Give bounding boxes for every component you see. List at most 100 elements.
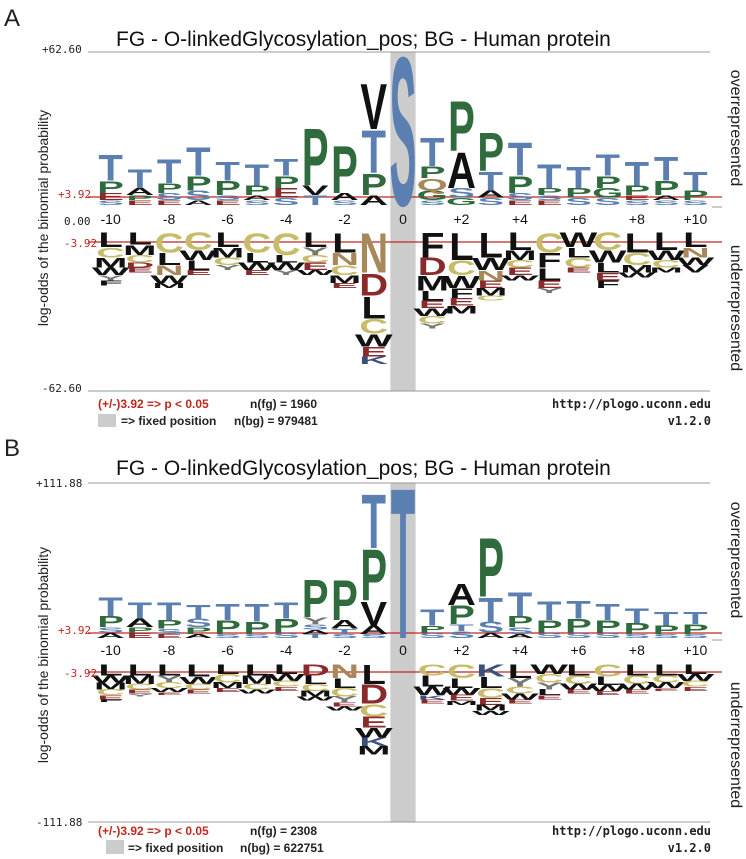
residue-A-over: A	[184, 199, 213, 207]
residue-T-over: T	[420, 604, 445, 630]
residue-C-under: C	[476, 686, 505, 701]
position-label: -2	[338, 642, 351, 658]
residue-M-under: M	[123, 673, 156, 686]
residue-W-under: W	[150, 273, 188, 285]
residue-F-under: F	[420, 226, 444, 265]
residue-C-under: C	[535, 672, 564, 685]
legend-fixed-swatch	[106, 840, 124, 854]
residue-W-under: W	[501, 693, 540, 702]
residue-S-over: S	[477, 619, 504, 636]
residue-L-under: L	[625, 228, 649, 259]
residue-K-under: K	[359, 355, 388, 367]
position-label: -10	[101, 642, 121, 658]
position-label: +4	[512, 211, 528, 227]
residue-C-under: C	[96, 688, 125, 697]
position-label: +10	[684, 642, 708, 658]
chart-title: FG - O-linkedGlycosylation_pos; BG - Hum…	[116, 28, 611, 51]
residue-C-under: C	[418, 661, 447, 679]
residue-W-under: W	[530, 662, 569, 677]
residue-S-over: S	[390, 15, 417, 251]
residue-P-over: P	[507, 171, 534, 198]
residue-C-under: C	[652, 674, 681, 685]
residue-S-over: S	[156, 191, 183, 202]
residue-T-over: T	[566, 597, 591, 625]
position-label: 0	[399, 211, 407, 227]
plogo-url: http://plogo.uconn.edu	[552, 824, 711, 838]
residue-S-over: S	[331, 199, 358, 207]
residue-L-under: L	[274, 253, 298, 265]
residue-D-under: D	[125, 261, 154, 269]
residue-T-over: T	[508, 133, 533, 186]
residue-S-over: S	[419, 199, 446, 207]
residue-E-under: E	[565, 689, 592, 696]
residue-C-under: C	[213, 672, 242, 685]
residue-S-over: S	[624, 199, 651, 207]
residue-A-over: A	[301, 629, 330, 635]
residue-S-over: S	[565, 631, 592, 640]
residue-T-over: T	[157, 152, 182, 190]
residue-P-over: P	[653, 177, 680, 200]
underrepresented-label: underrepresented	[727, 245, 744, 371]
position-labels: -10 -8 -6 -4 -2 0 +2 +4 +6 +8 +10	[101, 211, 708, 227]
residue-W-under: W	[92, 266, 130, 278]
residue-E-over: E	[624, 194, 651, 202]
residue-W-under: W	[676, 256, 714, 268]
residue-C-under: C	[184, 228, 213, 255]
residue-S-over: S	[448, 186, 475, 201]
residue-Y-under: Y	[273, 269, 300, 277]
residue-E-under: E	[536, 694, 563, 701]
residue-E-under: E	[214, 687, 241, 694]
residue-N-under: N	[476, 268, 505, 284]
residue-A-over: A	[330, 618, 359, 631]
residue-D-under: D	[301, 661, 330, 679]
residue-L-under: L	[128, 661, 152, 679]
residue-S-over: S	[360, 633, 387, 639]
residue-P-over: P	[185, 172, 212, 195]
residue-T-over: T	[449, 623, 474, 634]
residue-W-under: W	[413, 685, 451, 698]
residue-A-over: A	[359, 624, 388, 637]
residue-C-under: C	[213, 256, 242, 268]
y-max-label: +111.88	[36, 477, 82, 490]
residue-Y-under: Y	[331, 695, 358, 704]
residue-W-under: W	[443, 272, 482, 292]
residue-E-under: E	[507, 266, 534, 278]
residue-M-under: M	[299, 690, 332, 699]
residue-E-over: E	[536, 199, 563, 207]
residue-E-over: E	[156, 633, 183, 639]
position-label: +6	[570, 642, 586, 658]
residue-L-under: L	[332, 228, 356, 259]
residue-D-under: D	[418, 254, 447, 281]
residue-C-under: C	[652, 258, 681, 270]
position-label: +8	[629, 642, 645, 658]
residue-G-over: G	[417, 188, 448, 203]
residue-E-under: E	[624, 689, 651, 696]
residue-A-over: A	[447, 577, 476, 611]
residue-E-under: E	[536, 278, 563, 290]
residue-T-over: T	[508, 584, 533, 623]
residue-C-under: C	[418, 314, 447, 326]
residue-P-over: P	[477, 123, 504, 183]
legend-fixed: => fixed position	[128, 841, 223, 855]
residue-L-under: L	[449, 676, 473, 691]
underrepresented-label: underrepresented	[727, 682, 744, 808]
residue-C-under: C	[155, 681, 184, 690]
residue-T-over: T	[391, 443, 415, 684]
residue-W-under: W	[560, 683, 599, 692]
residue-A-over: A	[96, 631, 125, 640]
residue-E-under: E	[126, 267, 153, 275]
fixed-position-band	[390, 483, 416, 822]
residue-W-under: W	[355, 330, 394, 350]
residue-L-under: L	[449, 225, 473, 268]
residue-P-over: P	[507, 614, 534, 631]
residue-P-over: P	[331, 568, 358, 633]
residue-L-under: L	[654, 228, 678, 255]
residue-E-over: E	[156, 199, 183, 207]
residue-C-under: C	[242, 228, 271, 259]
residue-E-under: E	[682, 686, 709, 693]
residue-C-under: C	[125, 253, 154, 265]
residue-F-under: F	[595, 278, 619, 290]
residue-L-under: L	[566, 661, 590, 679]
residue-E-under: E	[331, 701, 358, 708]
